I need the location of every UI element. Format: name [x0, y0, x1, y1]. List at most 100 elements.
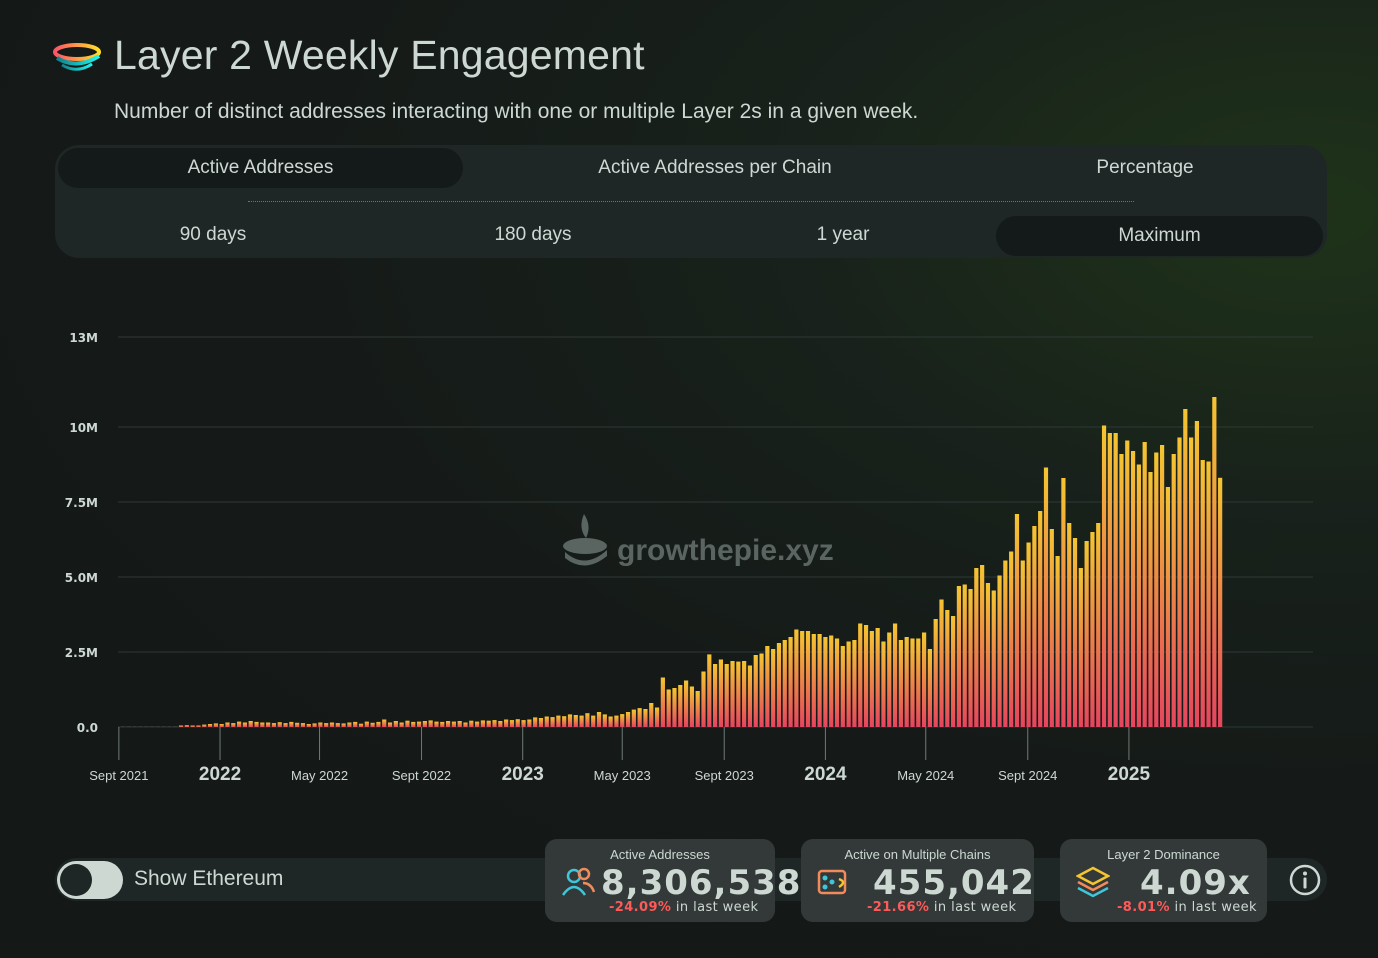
tab-percentage[interactable]: Percentage [955, 148, 1335, 188]
data-bar [713, 664, 718, 727]
x-tick-label: Sept 2024 [998, 768, 1057, 783]
show-ethereum-toggle[interactable] [57, 861, 123, 899]
layers-icon [1076, 866, 1110, 898]
tab-label: Active Addresses per Chain [598, 157, 832, 178]
data-bar [701, 671, 706, 727]
data-bar [846, 641, 851, 727]
data-bar [312, 723, 317, 727]
data-bar [1154, 452, 1159, 727]
data-bar [747, 665, 753, 727]
data-bar [753, 655, 758, 727]
data-bar [672, 688, 677, 727]
data-bar [933, 619, 938, 727]
data-bar [817, 634, 822, 727]
data-bar [498, 721, 503, 727]
data-bar [480, 720, 486, 727]
range-maximum[interactable]: Maximum [996, 216, 1323, 256]
data-bar [527, 719, 532, 727]
data-bar [834, 638, 840, 727]
x-tick-label: 2024 [804, 764, 847, 785]
page-title: Layer 2 Weekly Engagement [114, 32, 645, 78]
data-bar [858, 623, 863, 727]
data-bar [184, 725, 189, 727]
data-bar [794, 629, 799, 727]
data-bar [892, 623, 898, 727]
watermark-text: growthepie.xyz [617, 534, 834, 567]
data-bar [1049, 529, 1054, 727]
change-percent: -24.09% [609, 900, 672, 915]
y-tick-label: 2.5M [65, 646, 98, 660]
data-bar [956, 586, 962, 727]
data-bar [823, 637, 828, 727]
change-suffix: in last week [675, 900, 759, 915]
tab-active-addresses[interactable]: Active Addresses [58, 148, 463, 188]
data-bar [504, 719, 509, 727]
data-bar [515, 719, 520, 727]
data-bar [596, 712, 602, 727]
weekly-active-addresses-chart[interactable]: growthepie.xyz 0.0 2.5M 5.0M 7.5M 10M 13M Sept… [0, 300, 1378, 800]
data-bar [1194, 421, 1200, 727]
data-bar [382, 719, 387, 727]
active-addresses-card: Active Addresses 8,306,538 -24.09% in la… [545, 839, 800, 922]
x-tick-label: Sept 2022 [392, 768, 451, 783]
data-bar [387, 722, 393, 727]
data-bar [707, 654, 712, 727]
range-180-days[interactable]: 180 days [378, 215, 688, 255]
range-90-days[interactable]: 90 days [58, 215, 368, 255]
data-bar [736, 661, 741, 727]
x-tick-label: Sept 2023 [695, 768, 754, 783]
tab-label: Active Addresses [187, 157, 334, 178]
info-icon[interactable] [1288, 863, 1322, 897]
data-bar [620, 714, 625, 727]
tab-active-addresses-per-chain[interactable]: Active Addresses per Chain [510, 148, 920, 188]
data-bar [1101, 425, 1107, 727]
data-bar [573, 715, 578, 727]
data-bar [144, 726, 149, 727]
toggle-knob [60, 864, 92, 896]
data-bar [985, 583, 991, 727]
data-bar [440, 721, 445, 727]
data-bar [579, 715, 584, 727]
data-bar [393, 721, 398, 727]
data-bar [1218, 477, 1223, 727]
data-bar [1090, 532, 1095, 727]
data-bar [1038, 511, 1043, 727]
card-value: 8,306,538 [601, 863, 802, 903]
range-1-year[interactable]: 1 year [688, 215, 998, 255]
data-bar [991, 590, 996, 727]
data-bar [300, 723, 306, 727]
data-bar [1165, 487, 1170, 727]
data-bar [625, 712, 631, 727]
data-bar [898, 640, 903, 727]
data-bar [875, 628, 880, 727]
data-bar [927, 649, 932, 727]
data-bar [306, 724, 311, 727]
data-bar [202, 724, 207, 727]
data-bar [463, 722, 468, 727]
data-bar [660, 677, 665, 727]
data-bar [138, 726, 143, 727]
data-bar [1148, 472, 1153, 727]
data-bar [445, 721, 451, 727]
data-bar [904, 637, 909, 727]
card-label: Layer 2 Dominance [1107, 847, 1220, 862]
data-bar [1171, 454, 1176, 727]
data-bar [602, 714, 607, 727]
range-label: 1 year [816, 224, 870, 245]
data-bar [1136, 464, 1141, 727]
data-bar [550, 717, 555, 727]
data-bar [730, 661, 735, 727]
data-bar [805, 631, 811, 727]
data-bar [451, 721, 456, 727]
data-bar [242, 722, 248, 727]
data-bar [1206, 461, 1211, 727]
chart-controls: Active Addresses Active Addresses per Ch… [55, 145, 1327, 258]
data-bar [829, 635, 834, 727]
data-bar [521, 720, 526, 727]
data-bar [724, 664, 729, 727]
data-bar [248, 721, 253, 727]
data-bar [683, 680, 689, 727]
data-bar [997, 575, 1002, 727]
data-bar [910, 638, 915, 727]
data-bar [921, 632, 927, 727]
